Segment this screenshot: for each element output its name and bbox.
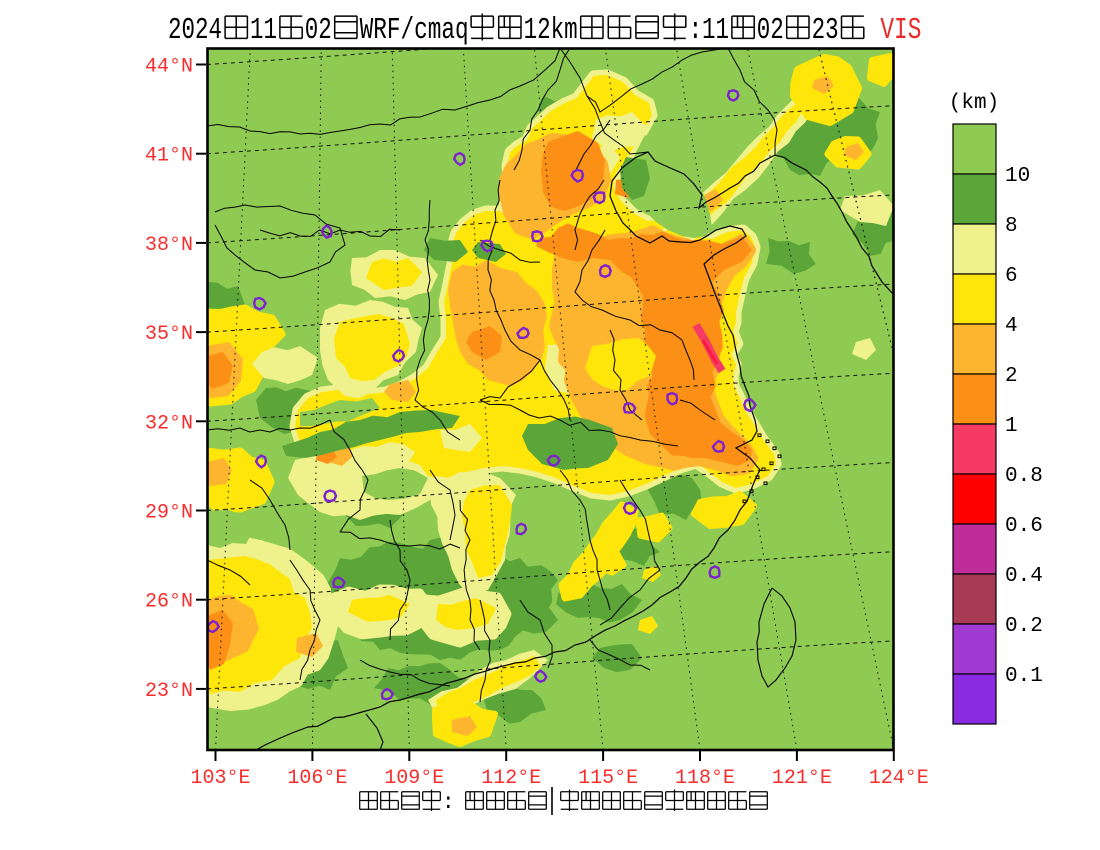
svg-text:41°N: 41°N	[145, 145, 193, 168]
svg-text:23: 23	[812, 13, 839, 46]
svg-text:6: 6	[1005, 265, 1018, 288]
svg-text:11: 11	[250, 13, 277, 46]
svg-text:23°N: 23°N	[145, 680, 193, 703]
svg-text:4: 4	[1005, 315, 1018, 338]
svg-text:112°E: 112°E	[481, 767, 541, 790]
svg-text:0.1: 0.1	[1005, 665, 1043, 688]
svg-text:106°E: 106°E	[287, 767, 347, 790]
svg-text:VIS: VIS	[880, 13, 921, 46]
svg-text:12km: 12km	[524, 13, 578, 46]
svg-text::: :	[688, 13, 702, 46]
svg-text:26°N: 26°N	[145, 591, 193, 614]
svg-text:2: 2	[1005, 365, 1018, 388]
svg-text:103°E: 103°E	[190, 767, 250, 790]
svg-text:115°E: 115°E	[578, 767, 638, 790]
svg-text::: :	[442, 792, 455, 815]
svg-text:11: 11	[702, 13, 729, 46]
svg-text:0.4: 0.4	[1005, 565, 1043, 588]
svg-text:10: 10	[1005, 165, 1030, 188]
svg-text:0.8: 0.8	[1005, 465, 1043, 488]
svg-text:44°N: 44°N	[145, 56, 193, 79]
svg-text:0.2: 0.2	[1005, 615, 1043, 638]
svg-text:02: 02	[757, 13, 784, 46]
svg-text:0.6: 0.6	[1005, 515, 1043, 538]
svg-text:35°N: 35°N	[145, 323, 193, 346]
svg-text:38°N: 38°N	[145, 234, 193, 257]
svg-text:WRF/cmaq: WRF/cmaq	[360, 13, 469, 46]
svg-text:(km): (km)	[949, 92, 999, 115]
svg-text:121°E: 121°E	[772, 767, 832, 790]
svg-text:118°E: 118°E	[675, 767, 735, 790]
svg-text:124°E: 124°E	[869, 767, 929, 790]
svg-text:8: 8	[1005, 215, 1018, 238]
svg-text:29°N: 29°N	[145, 502, 193, 525]
svg-text:2024: 2024	[168, 13, 222, 46]
svg-text:02: 02	[305, 13, 332, 46]
svg-text:109°E: 109°E	[384, 767, 444, 790]
svg-text:32°N: 32°N	[145, 412, 193, 435]
svg-text:1: 1	[1005, 415, 1018, 438]
